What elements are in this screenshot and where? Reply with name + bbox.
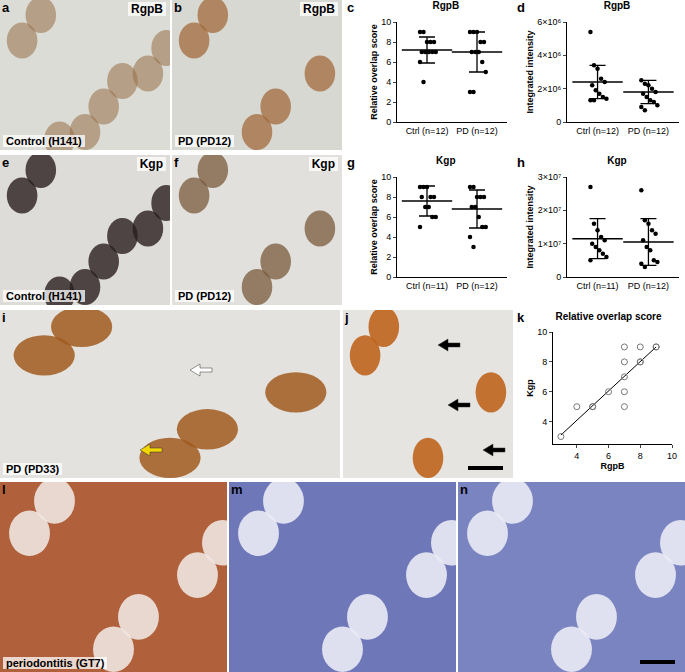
svg-text:Ctrl (n=12): Ctrl (n=12) xyxy=(406,126,449,136)
svg-text:0: 0 xyxy=(556,272,561,282)
html-text:h: h xyxy=(517,155,525,170)
svg-text:6: 6 xyxy=(606,451,611,461)
svg-text:6: 6 xyxy=(386,57,391,67)
svg-text:4: 4 xyxy=(386,232,391,242)
html-text:PD (PD12): PD (PD12) xyxy=(178,135,232,147)
svg-text:0: 0 xyxy=(556,117,561,127)
html-text:e: e xyxy=(2,155,10,170)
html-text:f: f xyxy=(174,155,179,170)
svg-text:8: 8 xyxy=(386,192,391,202)
html-text:RgpB: RgpB xyxy=(131,2,163,16)
svg-text:Kgp: Kgp xyxy=(436,155,455,166)
html-text:RgpB: RgpB xyxy=(303,2,335,16)
html-text:PD (PD33): PD (PD33) xyxy=(6,463,60,475)
svg-text:Relative overlap score: Relative overlap score xyxy=(555,311,662,322)
svg-text:PD (n=12): PD (n=12) xyxy=(628,126,669,136)
svg-text:Kgp: Kgp xyxy=(525,379,535,397)
html-text:Kgp: Kgp xyxy=(311,157,335,171)
svg-text:Ctrl (n=11): Ctrl (n=11) xyxy=(406,281,448,291)
html-text:j: j xyxy=(345,310,349,325)
svg-text:RgpB: RgpB xyxy=(601,461,625,471)
html-text:n: n xyxy=(460,482,468,497)
html-text:c: c xyxy=(347,0,355,15)
svg-text:PD (n=12): PD (n=12) xyxy=(456,281,497,291)
html-text:d: d xyxy=(517,0,525,15)
html-text:Kgp: Kgp xyxy=(139,157,163,171)
svg-text:Ctrl (n=12): Ctrl (n=12) xyxy=(576,126,619,136)
svg-text:2×10⁶: 2×10⁶ xyxy=(537,84,561,94)
html-text:Control (H141): Control (H141) xyxy=(6,290,82,302)
html-text:a: a xyxy=(2,0,10,15)
svg-text:Relative overlap score: Relative overlap score xyxy=(369,179,379,275)
html-text:g: g xyxy=(347,155,355,170)
html-text:PD (PD12): PD (PD12) xyxy=(178,290,232,302)
svg-text:Ctrl (n=11): Ctrl (n=11) xyxy=(576,281,618,291)
svg-text:Kgp: Kgp xyxy=(607,155,626,166)
svg-text:6: 6 xyxy=(386,212,391,222)
html-text:periodontitis (GT7): periodontitis (GT7) xyxy=(6,657,105,669)
html-text:Control (H141): Control (H141) xyxy=(6,135,82,147)
html-text:m: m xyxy=(231,482,243,497)
svg-text:10: 10 xyxy=(667,451,677,461)
html-text:b: b xyxy=(174,0,182,15)
svg-text:0: 0 xyxy=(386,117,391,127)
html-text:i: i xyxy=(2,310,6,325)
svg-text:4: 4 xyxy=(542,417,547,427)
svg-text:PD (n=12): PD (n=12) xyxy=(456,126,497,136)
svg-text:RgpB: RgpB xyxy=(432,0,459,11)
svg-text:8: 8 xyxy=(542,357,547,367)
svg-text:0: 0 xyxy=(386,272,391,282)
svg-text:Relative overlap score: Relative overlap score xyxy=(369,24,379,120)
svg-text:4×10⁶: 4×10⁶ xyxy=(537,50,561,60)
svg-text:8: 8 xyxy=(638,451,643,461)
svg-text:10: 10 xyxy=(537,327,547,337)
svg-text:PD (n=12): PD (n=12) xyxy=(628,281,669,291)
svg-text:6: 6 xyxy=(542,387,547,397)
svg-text:10: 10 xyxy=(381,17,391,27)
html-text:l: l xyxy=(2,482,6,497)
svg-text:Integrated intensity: Integrated intensity xyxy=(525,185,535,268)
svg-text:4: 4 xyxy=(386,77,391,87)
svg-text:4: 4 xyxy=(574,451,579,461)
html-text:k: k xyxy=(517,310,525,325)
svg-text:Integrated intensity: Integrated intensity xyxy=(525,30,535,113)
svg-text:10: 10 xyxy=(381,172,391,182)
svg-text:1×10⁷: 1×10⁷ xyxy=(538,239,562,249)
svg-text:RgpB: RgpB xyxy=(604,0,631,11)
svg-text:8: 8 xyxy=(386,37,391,47)
svg-text:2: 2 xyxy=(386,252,391,262)
svg-text:3×10⁷: 3×10⁷ xyxy=(538,172,562,182)
svg-text:2×10⁷: 2×10⁷ xyxy=(538,205,562,215)
svg-text:2: 2 xyxy=(386,97,391,107)
svg-text:6×10⁶: 6×10⁶ xyxy=(537,17,561,27)
